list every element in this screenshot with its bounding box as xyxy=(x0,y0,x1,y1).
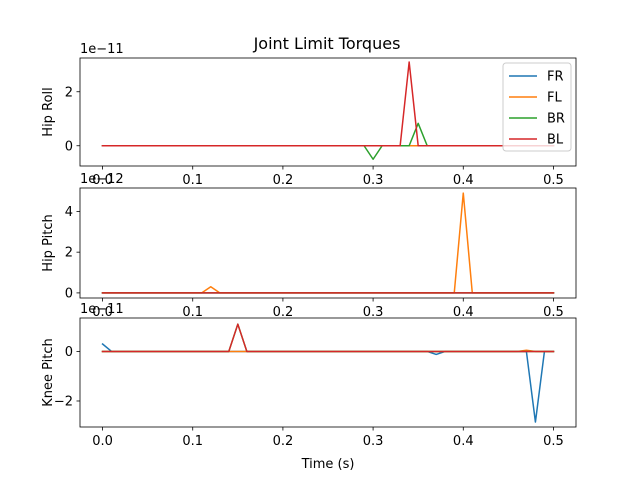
x-tick-label: 0.3 xyxy=(363,434,384,449)
x-tick-label: 0.1 xyxy=(182,173,203,188)
x-axis-label: Time (s) xyxy=(301,457,355,472)
figure-title: Joint Limit Torques xyxy=(253,34,401,53)
axes-frame xyxy=(79,57,577,167)
y-tick-label: 0 xyxy=(65,139,73,154)
x-tick-label: 0.0 xyxy=(92,173,113,188)
y-axis-label: Hip Pitch xyxy=(41,214,56,271)
y-offset-text: 1e−11 xyxy=(80,42,124,57)
series-line-br xyxy=(101,323,555,353)
x-tick-label: 0.4 xyxy=(453,173,474,188)
axes-frame xyxy=(79,187,577,299)
subplots: 0.0 0.1 0.2 0.3 0.4 0.5 0 2 Hip Roll 1e−11 FR FL BR B… xyxy=(41,42,577,472)
y-axis-label: Knee Pitch xyxy=(41,338,56,407)
series-line-bl xyxy=(101,323,555,353)
x-tick-label: 0.1 xyxy=(182,305,203,320)
series-line-fl xyxy=(101,192,555,294)
y-tick-label: 2 xyxy=(65,246,73,261)
legend-label-br: BR xyxy=(547,112,565,127)
series-line-br xyxy=(101,122,555,160)
y-tick-label: 2 xyxy=(65,85,73,100)
y-tick-label: 0 xyxy=(65,345,73,360)
x-tick-label: 0.1 xyxy=(182,434,203,449)
subplot-1: 0.0 0.1 0.2 0.3 0.4 0.5 0 2 Hip Roll 1e−11 FR FL BR B… xyxy=(41,42,577,188)
x-tick-label: 0.4 xyxy=(453,434,474,449)
x-tick-label: 0.3 xyxy=(363,305,384,320)
legend: FR FL BR BL xyxy=(502,62,572,152)
legend-label-bl: BL xyxy=(547,133,564,148)
legend-label-fl: FL xyxy=(547,91,562,106)
x-tick-label: 0.5 xyxy=(543,305,564,320)
y-offset-text: 1e−12 xyxy=(80,172,124,187)
legend-box xyxy=(502,62,572,152)
x-tick-label: 0.2 xyxy=(273,305,294,320)
series-line-bl xyxy=(101,61,555,147)
series-line-fr xyxy=(101,342,555,423)
x-tick-label: 0.2 xyxy=(273,434,294,449)
y-tick-label: −2 xyxy=(54,394,73,409)
y-offset-text: 1e−11 xyxy=(80,302,124,317)
y-axis-label: Hip Roll xyxy=(41,87,56,136)
subplot-2: 0.0 0.1 0.2 0.3 0.4 0.5 0 2 4 Hip Pitch 1e−12 xyxy=(41,172,577,320)
x-tick-label: 0.2 xyxy=(273,173,294,188)
legend-label-fr: FR xyxy=(547,70,564,85)
subplot-3: 0.0 0.1 0.2 0.3 0.4 0.5 −2 0 Knee Pitch 1e−11 Time… xyxy=(41,302,577,472)
y-tick-label: 4 xyxy=(65,205,73,220)
y-tick-label: 0 xyxy=(65,286,73,301)
x-tick-label: 0.0 xyxy=(92,434,113,449)
x-tick-label: 0.5 xyxy=(543,173,564,188)
axes-frame xyxy=(79,317,577,428)
x-tick-label: 0.0 xyxy=(92,305,113,320)
x-tick-label: 0.3 xyxy=(363,173,384,188)
x-tick-label: 0.5 xyxy=(543,434,564,449)
x-tick-label: 0.4 xyxy=(453,305,474,320)
